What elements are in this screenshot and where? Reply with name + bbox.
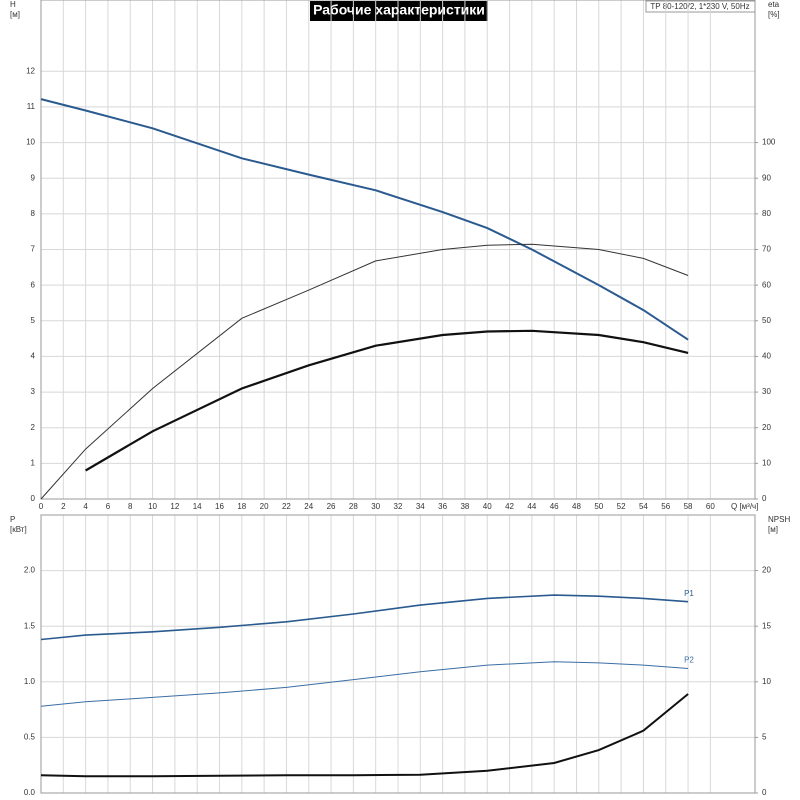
series-label: P2 bbox=[684, 656, 694, 665]
y2-tick-label: 40 bbox=[762, 352, 771, 361]
plot-frame bbox=[40, 0, 756, 500]
x-tick-label: 4 bbox=[83, 502, 88, 511]
plot-frame bbox=[40, 514, 756, 794]
y-tick-label: 4 bbox=[31, 352, 36, 361]
x-tick-label: 6 bbox=[106, 502, 111, 511]
x-tick-label: 26 bbox=[327, 502, 336, 511]
y-axis-label: P bbox=[10, 515, 15, 524]
y-tick-label: 3 bbox=[31, 387, 36, 396]
title-box bbox=[310, 1, 488, 21]
x-tick-label: 30 bbox=[371, 502, 380, 511]
y-tick-label: 2 bbox=[31, 423, 36, 432]
y-tick-label: 0 bbox=[31, 494, 36, 503]
series-line bbox=[40, 661, 689, 707]
x-tick-label: 20 bbox=[260, 502, 269, 511]
y-axis-label: [м] bbox=[10, 10, 20, 19]
y2-tick-label: 50 bbox=[762, 316, 771, 325]
y2-tick-label: 0 bbox=[762, 494, 767, 503]
y-tick-label: 0.0 bbox=[24, 788, 36, 797]
y2-tick-label: 0 bbox=[762, 788, 767, 797]
x-tick-label: 58 bbox=[684, 502, 693, 511]
y-tick-label: 0.5 bbox=[24, 733, 36, 742]
y-tick-label: 11 bbox=[27, 102, 36, 111]
x-tick-label: 46 bbox=[550, 502, 559, 511]
y2-axis-label: [м] bbox=[768, 525, 778, 534]
y-tick-label: 7 bbox=[31, 245, 36, 254]
x-tick-label: 44 bbox=[527, 502, 536, 511]
x-tick-label: 36 bbox=[438, 502, 447, 511]
y2-axis-label: [%] bbox=[768, 10, 780, 19]
series-line bbox=[40, 243, 689, 500]
x-tick-label: 42 bbox=[505, 502, 514, 511]
y2-tick-label: 20 bbox=[762, 423, 771, 432]
x-tick-label: 54 bbox=[639, 502, 648, 511]
y2-tick-label: 20 bbox=[762, 566, 771, 575]
y2-tick-label: 60 bbox=[762, 280, 771, 289]
y-tick-label: 8 bbox=[31, 209, 36, 218]
series-line bbox=[40, 98, 689, 341]
x-tick-label: 38 bbox=[460, 502, 469, 511]
y2-tick-label: 70 bbox=[762, 245, 771, 254]
x-tick-label: 16 bbox=[215, 502, 224, 511]
y-tick-label: 9 bbox=[31, 173, 36, 182]
x-tick-label: 40 bbox=[483, 502, 492, 511]
x-tick-label: 10 bbox=[148, 502, 157, 511]
y-tick-label: 5 bbox=[31, 316, 36, 325]
y-tick-label: 12 bbox=[26, 66, 35, 75]
series-label: P1 bbox=[684, 589, 694, 598]
x-tick-label: 48 bbox=[572, 502, 581, 511]
x-tick-label: 50 bbox=[594, 502, 603, 511]
x-tick-label: 0 bbox=[39, 502, 44, 511]
x-tick-label: 18 bbox=[237, 502, 246, 511]
y-tick-label: 1.5 bbox=[24, 621, 36, 630]
y2-tick-label: 90 bbox=[762, 173, 771, 182]
x-tick-label: 34 bbox=[416, 502, 425, 511]
chart-title: Рабочие характеристики bbox=[313, 2, 485, 18]
x-tick-label: 32 bbox=[394, 502, 403, 511]
y2-axis-label: eta bbox=[768, 0, 780, 9]
y-tick-label: 1.0 bbox=[24, 677, 36, 686]
y-axis-label: H bbox=[10, 0, 16, 9]
y-axis-label: [кВт] bbox=[10, 525, 27, 534]
x-tick-label: 12 bbox=[170, 502, 179, 511]
x-tick-label: 8 bbox=[128, 502, 133, 511]
y2-tick-label: 100 bbox=[762, 138, 776, 147]
y-tick-label: 1 bbox=[31, 458, 36, 467]
x-tick-label: 24 bbox=[304, 502, 313, 511]
x-axis-label: Q [м³/ч] bbox=[731, 502, 758, 511]
x-tick-label: 28 bbox=[349, 502, 358, 511]
y2-tick-label: 5 bbox=[762, 733, 767, 742]
chart-subtitle: TP 80-120/2, 1*230 V, 50Hz bbox=[650, 2, 749, 11]
y2-tick-label: 10 bbox=[762, 458, 771, 467]
y-tick-label: 10 bbox=[26, 138, 35, 147]
y2-tick-label: 30 bbox=[762, 387, 771, 396]
x-tick-label: 52 bbox=[617, 502, 626, 511]
y2-tick-label: 80 bbox=[762, 209, 771, 218]
series-line bbox=[85, 329, 689, 472]
y2-tick-label: 15 bbox=[762, 621, 771, 630]
y-tick-label: 6 bbox=[31, 280, 36, 289]
y2-tick-label: 10 bbox=[762, 677, 771, 686]
x-tick-label: 60 bbox=[706, 502, 715, 511]
x-tick-label: 14 bbox=[193, 502, 202, 511]
y-tick-label: 2.0 bbox=[24, 566, 36, 575]
series-line bbox=[40, 693, 689, 778]
series-line bbox=[40, 594, 689, 641]
x-tick-label: 22 bbox=[282, 502, 291, 511]
x-tick-label: 2 bbox=[61, 502, 66, 511]
x-tick-label: 56 bbox=[661, 502, 670, 511]
y2-axis-label: NPSH bbox=[768, 515, 790, 524]
